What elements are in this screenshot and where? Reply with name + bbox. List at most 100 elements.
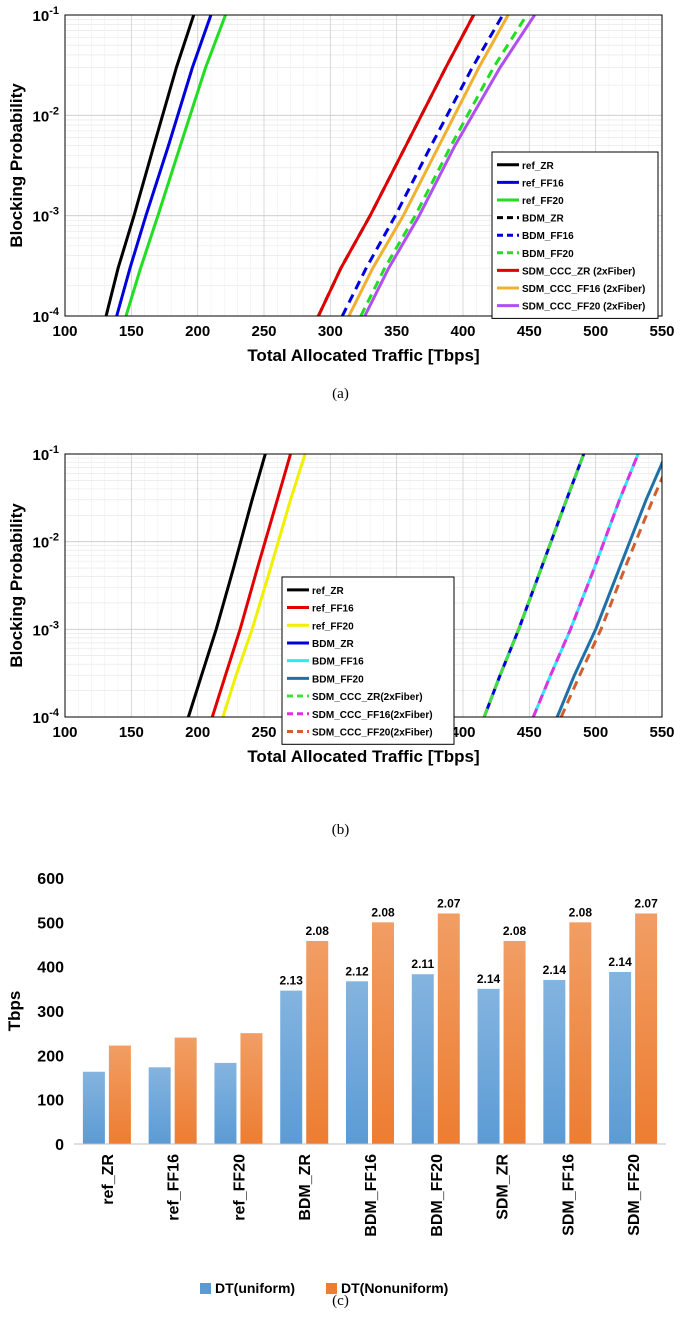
chart-a-series-line-7 [347,15,510,316]
chart-c-data-label: 2.07 [634,896,658,910]
chart-c-ytick-label: 400 [37,960,64,977]
chart-c: 0 100 200 300 400 500 600 Tbps ref_ZR ref_FF16 ref… [0,870,681,1324]
chart-a-ytick-label: 10-3 [33,206,59,226]
chart-b-xtick-label: 400 [450,724,475,741]
chart-b-series-line-0 [186,454,267,717]
chart-a-xtick-label: 150 [119,323,144,340]
chart-a: 100 150 200 250 300 350 400 450 500 550 10-4 10-3 10… [0,0,681,400]
chart-a-series-line-2 [124,15,227,316]
chart-c-data-label: 2.08 [306,924,330,938]
chart-a-legend-label-3: BDM_ZR [522,214,564,225]
chart-c-category-label: ref_ZR [100,1154,117,1205]
chart-b-xtick-label: 500 [583,724,608,741]
chart-a-xtick-label: 450 [517,323,542,340]
chart-c-data-label: 2.14 [477,972,501,986]
chart-c-data-label: 2.08 [569,905,593,919]
chart-a-legend-label-6: SDM_CCC_ZR (2xFiber) [522,266,635,277]
chart-a-xtick-label: 200 [185,323,210,340]
chart-c-category-label: BDM_FF20 [429,1154,446,1237]
chart-a-ytick-label: 10-4 [33,306,60,326]
chart-c-legend-swatch-1 [326,1283,337,1294]
chart-a-series-line-6 [317,15,475,316]
chart-c-ytick-label: 600 [37,871,64,888]
chart-c-legend-label-1: DT(Nonuniform) [341,1280,448,1296]
chart-a-xtick-label: 500 [583,323,608,340]
chart-c-data-label: 2.07 [437,896,461,910]
chart-b-xtick-label: 150 [119,724,144,741]
chart-c-bar-BDM_ZR-1 [306,940,329,1144]
chart-b-legend-label-6: SDM_CCC_ZR(2xFiber) [312,692,423,703]
chart-c-bar-SDM_ZR-1 [503,940,526,1144]
chart-a-legend-label-8: SDM_CCC_FF20 (2xFiber) [522,302,645,313]
chart-b-ytick-label: 10-1 [33,444,59,464]
chart-c-data-label: 2.14 [608,955,632,969]
chart-b-legend-label-3: BDM_ZR [312,639,354,650]
chart-b-ytick-label: 10-4 [33,707,60,727]
caption-a: (a) [332,386,349,402]
chart-a-svg: 100 150 200 250 300 350 400 450 500 550 10-4 10-3 10… [7,5,675,365]
chart-a-series-line-0 [104,15,196,316]
chart-a-legend-label-7: SDM_CCC_FF16 (2xFiber) [522,284,645,295]
chart-c-category-label: ref_FF20 [231,1154,248,1221]
chart-c-bar-SDM_FF16-0 [543,979,566,1144]
chart-c-bar-ref_FF20-1 [240,1033,263,1144]
chart-c-bar-SDM_FF20-1 [635,913,658,1144]
chart-c-bar-ref_FF20-0 [214,1062,237,1144]
chart-b-series-line-5 [555,459,662,717]
chart-c-bar-ref_ZR-0 [82,1071,105,1144]
chart-c-category-label: SDM_FF16 [560,1154,577,1236]
chart-a-yaxis-label: Blocking Probability [7,83,26,248]
chart-c-ytick-label: 0 [55,1137,64,1154]
chart-b-legend-label-4: BDM_FF16 [312,657,364,668]
chart-a-xtick-label: 100 [52,323,77,340]
chart-a-legend-label-0: ref_ZR [522,161,554,172]
chart-a-ytick-label: 10-2 [33,105,59,125]
chart-a-legend-label-1: ref_FF16 [522,178,564,189]
chart-b-legend-box [281,576,455,745]
chart-c-category-label: BDM_ZR [297,1154,314,1221]
chart-b-xtick-label: 450 [517,724,542,741]
chart-c-data-label: 2.13 [280,974,304,988]
chart-b-xtick-label: 250 [251,724,276,741]
chart-b-series-line-2 [221,454,307,717]
chart-c-yaxis-label: Tbps [5,991,24,1032]
chart-c-bar-BDM_FF20-0 [411,974,434,1144]
chart-a-axes-frame [64,14,663,317]
chart-c-bar-BDM_FF16-1 [372,922,394,1144]
chart-b-legend-label-2: ref_FF20 [312,621,354,632]
chart-c-data-label: 2.08 [371,905,395,919]
chart-b-legend-label-8: SDM_CCC_FF20(2xFiber) [312,727,433,738]
chart-a-ytick-label: 10-1 [33,5,59,25]
chart-a-xtick-label: 300 [318,323,343,340]
chart-c-legend-swatch-0 [200,1283,211,1294]
chart-b-xtick-label: 200 [185,724,210,741]
chart-c-bar-BDM_FF16-0 [346,981,368,1144]
chart-b-series-line-1 [210,454,292,717]
chart-c-bar-ref_FF16-1 [174,1037,197,1144]
chart-c-data-label: 2.14 [543,963,567,977]
chart-a-xtick-label: 400 [450,323,475,340]
chart-c-bar-ref_FF16-0 [148,1067,171,1144]
chart-c-ytick-label: 200 [37,1048,64,1065]
chart-b-legend-label-1: ref_FF16 [312,604,354,615]
chart-b-legend-label-0: ref_ZR [312,586,344,597]
chart-a-legend-label-5: BDM_FF20 [522,249,574,260]
chart-c-bar-ref_ZR-1 [108,1045,131,1144]
chart-c-data-label: 2.12 [345,964,369,978]
chart-b-legend-label-7: SDM_CCC_FF16(2xFiber) [312,710,433,721]
chart-a-series-line-8 [363,15,536,316]
chart-c-bar-BDM_ZR-0 [280,990,303,1144]
chart-b-ytick-label: 10-2 [33,532,59,552]
chart-c-svg: 0 100 200 300 400 500 600 Tbps ref_ZR ref_FF16 ref… [5,871,666,1296]
chart-c-bar-SDM_FF20-0 [609,971,632,1144]
chart-a-xaxis-label: Total Allocated Traffic [Tbps] [247,346,479,365]
chart-b: 10015020025030035040045050055010-410-310… [0,438,681,838]
chart-b-ytick-label: 10-3 [33,619,59,639]
caption-b: (b) [331,822,350,838]
chart-b-xtick-label: 100 [52,724,77,741]
chart-a-xtick-label: 550 [649,323,674,340]
chart-c-ytick-label: 100 [37,1093,64,1110]
chart-c-category-label: BDM_FF16 [363,1154,380,1237]
chart-a-series-line-4 [340,15,505,316]
chart-b-svg: 10015020025030035040045050055010-410-310… [7,444,675,766]
